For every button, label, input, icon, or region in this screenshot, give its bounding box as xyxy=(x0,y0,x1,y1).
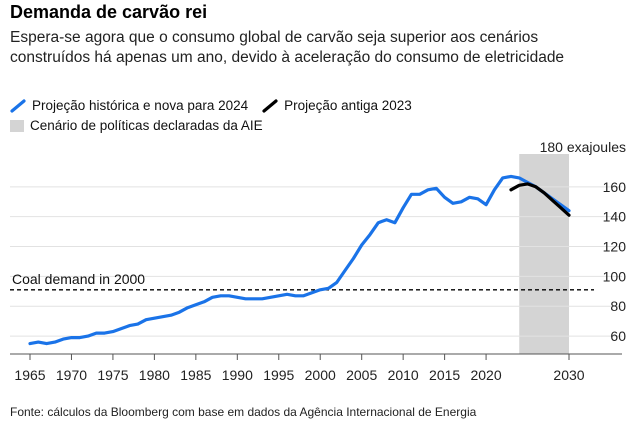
y-unit-label: 180 exajoules xyxy=(540,139,626,155)
x-tick-label: 1990 xyxy=(222,367,253,383)
x-tick-label: 2015 xyxy=(429,367,460,383)
x-tick-label: 1995 xyxy=(263,367,294,383)
legend-label-scenario: Cenário de políticas declaradas da AIE xyxy=(30,118,263,133)
x-tick-label: 2010 xyxy=(388,367,419,383)
chart-subtitle: Espera-se agora que o consumo global de … xyxy=(10,29,565,66)
line-chart: 60 80 100 120 140 160 180 exajoules Coal demand… xyxy=(10,139,627,383)
black-line-icon xyxy=(262,98,278,113)
x-tick-label: 2000 xyxy=(305,367,336,383)
legend-item-scenario: Cenário de políticas declaradas da AIE xyxy=(10,118,263,133)
y-tick-label: 120 xyxy=(603,239,627,255)
y-tick-label: 60 xyxy=(610,328,626,344)
legend-label-old: Projeção antiga 2023 xyxy=(284,98,412,113)
blue-line-icon xyxy=(10,98,26,113)
series-line-old xyxy=(509,182,571,217)
reference-line-label: Coal demand in 2000 xyxy=(12,271,145,287)
y-tick-label: 100 xyxy=(603,268,627,284)
legend: Projeção histórica e nova para 2024 Proj… xyxy=(10,98,426,113)
x-tick-label: 2005 xyxy=(346,367,377,383)
x-tick-label: 1965 xyxy=(14,367,45,383)
x-tick-label: 1980 xyxy=(139,367,170,383)
x-tick-label: 2020 xyxy=(470,367,501,383)
y-tick-label: 140 xyxy=(603,209,627,225)
y-tick-label: 160 xyxy=(603,179,627,195)
legend-row-2: Cenário de políticas declaradas da AIE xyxy=(10,118,277,133)
y-tick-label: 80 xyxy=(610,298,626,314)
legend-item-historical: Projeção histórica e nova para 2024 xyxy=(10,98,248,113)
gray-box-icon xyxy=(10,119,24,132)
legend-item-old: Projeção antiga 2023 xyxy=(262,98,412,113)
chart-title: Demanda de carvão rei xyxy=(10,2,208,22)
series-line-historical xyxy=(28,174,571,346)
source-note: Fonte: cálculos da Bloomberg com base em… xyxy=(10,405,477,419)
legend-label-historical: Projeção histórica e nova para 2024 xyxy=(32,98,249,113)
x-tick-label: 1985 xyxy=(180,367,211,383)
x-tick-label: 1975 xyxy=(97,367,128,383)
x-tick-label: 1970 xyxy=(56,367,87,383)
x-tick-label: 2030 xyxy=(553,367,584,383)
